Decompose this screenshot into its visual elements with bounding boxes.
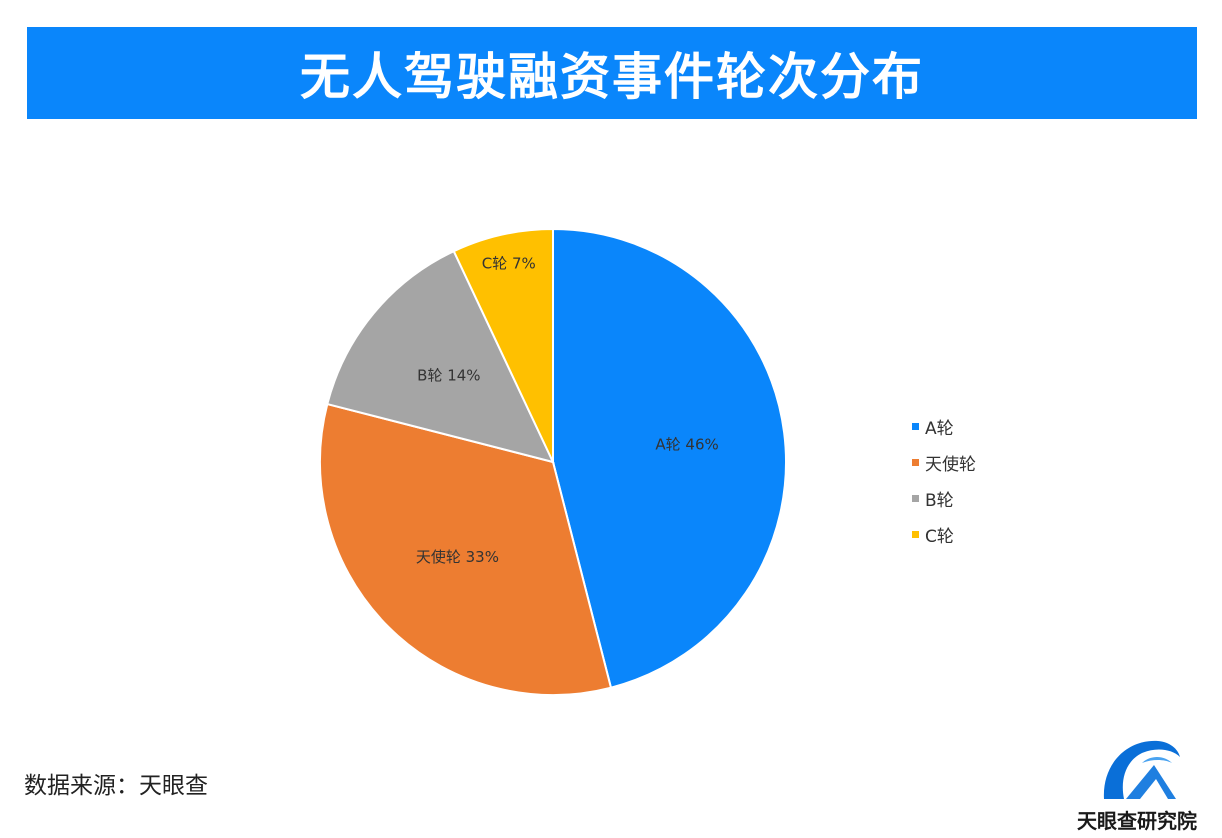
legend-label-angel: 天使轮	[925, 454, 976, 475]
legend-item-c: C轮	[912, 516, 1032, 552]
legend-label-b: B轮	[925, 490, 954, 511]
legend-swatch-b	[912, 494, 919, 502]
logo-mark-icon	[1103, 740, 1180, 799]
legend-label-a: A轮	[925, 418, 954, 439]
pie-slice-angel	[319, 402, 613, 696]
logo-text: 天眼查研究院	[1077, 809, 1197, 833]
slice-label-angel: 天使轮 33%	[416, 548, 499, 566]
pie-slice-c	[452, 227, 554, 463]
legend-item-b: B轮	[912, 480, 1032, 516]
legend-item-angel: 天使轮	[912, 444, 1032, 480]
legend-swatch-angel	[912, 458, 919, 466]
chart-legend: A轮 天使轮 B轮 C轮	[912, 408, 1032, 552]
title-banner: 无人驾驶融资事件轮次分布	[27, 27, 1197, 119]
slice-label-c: C轮 7%	[482, 255, 536, 273]
data-source: 数据来源：天眼查	[24, 773, 208, 799]
legend-swatch-c	[912, 530, 919, 538]
slice-label-a: A轮 46%	[655, 436, 718, 454]
page-title: 无人驾驶融资事件轮次分布	[300, 48, 924, 106]
legend-swatch-a	[912, 422, 919, 430]
logo: 天眼查研究院	[1062, 735, 1212, 835]
slice-label-b: B轮 14%	[417, 366, 480, 384]
legend-item-a: A轮	[912, 408, 1032, 444]
pie-slice-a	[552, 227, 787, 689]
legend-label-c: C轮	[925, 526, 954, 547]
pie-slice-b	[326, 249, 555, 464]
